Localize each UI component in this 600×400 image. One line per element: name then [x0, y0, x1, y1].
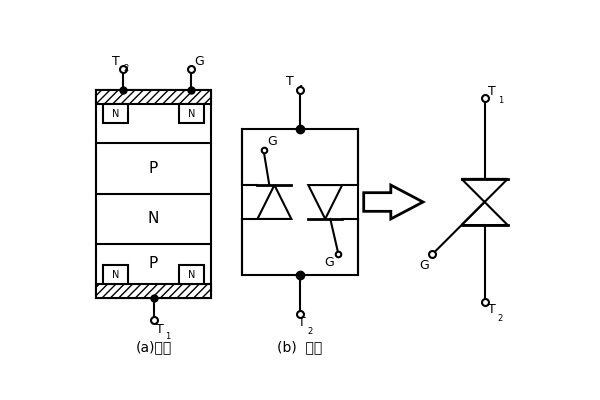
Text: (b)  电路: (b) 电路 — [277, 340, 322, 354]
Bar — [103, 265, 128, 284]
Text: T: T — [488, 303, 496, 316]
Text: T: T — [156, 322, 164, 336]
Text: 2: 2 — [308, 327, 313, 336]
Text: T: T — [488, 85, 496, 98]
Bar — [103, 104, 128, 124]
Bar — [179, 104, 203, 124]
Bar — [242, 129, 358, 275]
Bar — [179, 265, 203, 284]
Text: T: T — [298, 316, 306, 329]
Text: N: N — [148, 211, 159, 226]
Polygon shape — [364, 185, 423, 219]
Bar — [96, 90, 211, 298]
Text: 2: 2 — [497, 314, 503, 323]
Text: (a)结构: (a)结构 — [136, 340, 172, 354]
Text: 1: 1 — [497, 96, 503, 105]
Polygon shape — [308, 185, 342, 219]
Text: 1: 1 — [165, 332, 170, 341]
Text: P: P — [149, 161, 158, 176]
Text: T: T — [112, 54, 119, 68]
Text: 2: 2 — [124, 64, 129, 73]
Polygon shape — [461, 179, 508, 202]
Text: P: P — [149, 256, 158, 272]
Text: N: N — [188, 270, 195, 280]
Text: N: N — [188, 109, 195, 119]
Text: G: G — [194, 54, 204, 68]
Text: G: G — [268, 135, 277, 148]
Text: 1: 1 — [298, 85, 304, 94]
Text: G: G — [419, 259, 429, 272]
Text: N: N — [112, 270, 119, 280]
Polygon shape — [461, 202, 508, 225]
Text: N: N — [112, 109, 119, 119]
Bar — [96, 90, 211, 104]
Bar — [96, 284, 211, 298]
Polygon shape — [257, 185, 292, 219]
Text: G: G — [325, 256, 334, 269]
Text: T: T — [286, 75, 293, 88]
